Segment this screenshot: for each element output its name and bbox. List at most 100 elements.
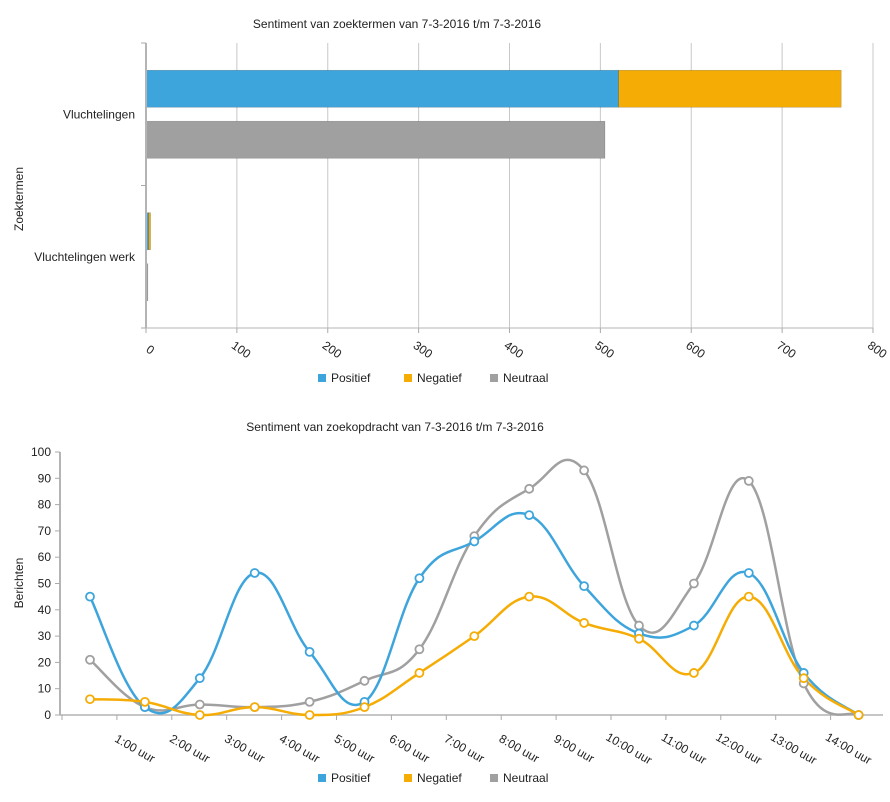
chart1-legend[interactable]: Positief Negatief Neutraal — [318, 371, 548, 385]
chart1-legend-label-negatief: Negatief — [417, 371, 462, 385]
chart2-line-positief — [88, 512, 860, 717]
chart1-legend-label-positief: Positief — [331, 371, 371, 385]
chart2-point-neutraal — [304, 696, 315, 707]
chart2-point-negatief — [853, 710, 864, 720]
chart2-y-tick-labels: 0 10 20 30 40 50 60 70 80 90 100 — [31, 445, 51, 722]
chart1-x-tick-labels: 0 100 200 300 400 500 600 700 800 — [144, 338, 890, 361]
chart2-x-tick-label: 11:00 uur — [659, 730, 709, 767]
chart1-x-tick-label-500: 500 — [592, 338, 617, 361]
chart2-point-negatief — [194, 710, 205, 720]
chart2-line-neutraal — [89, 458, 860, 717]
chart2-point-negatief — [85, 694, 95, 705]
chart2-x-tick-labels: 1:00 uur 2:00 uur 3:00 uur 4:00 uur 5:00 uur… — [112, 730, 874, 767]
chart2-x-tick-label: 1:00 uur — [112, 731, 157, 765]
chart2-x-tick-label: 13:00 uur — [768, 730, 819, 767]
chart2-lines — [88, 458, 860, 717]
chart1-title: Sentiment van zoektermen van 7-3-2016 t/… — [253, 17, 541, 31]
chart2-point-negatief — [579, 618, 589, 628]
chart1-bar-positief — [145, 69, 619, 108]
chart2-y-tick-label-30: 30 — [38, 629, 52, 643]
chart2-point-positief — [689, 620, 699, 631]
chart2-y-axis-label: Berichten — [12, 558, 26, 609]
chart1-x-tick-label-300: 300 — [411, 338, 436, 361]
chart2-point-positief — [579, 581, 589, 592]
chart2-line-negatief — [89, 595, 860, 717]
chart1-x-tick-label-0: 0 — [144, 342, 158, 357]
chart1-x-tick-label-100: 100 — [229, 338, 254, 361]
chart2-x-tick-label: 4:00 uur — [277, 731, 322, 765]
chart2-y-tick-label-10: 10 — [38, 682, 52, 696]
chart2-legend-swatch-neutraal — [490, 774, 498, 782]
chart2-x-tick-label: 7:00 uur — [442, 731, 487, 765]
chart2-point-positief — [304, 646, 315, 657]
chart2-point-negatief — [469, 631, 480, 642]
chart2-point-negatief — [524, 591, 535, 602]
chart1-legend-label-neutraal: Neutraal — [503, 371, 548, 385]
chart1-bar-negatief — [618, 69, 842, 108]
chart2-point-neutraal — [743, 476, 754, 486]
chart2-point-positief — [524, 510, 535, 521]
chart2-point-negatief — [689, 668, 699, 678]
chart1-x-tick-label-200: 200 — [320, 338, 345, 361]
chart2-point-neutraal — [689, 578, 699, 589]
chart2-point-neutraal — [85, 654, 95, 665]
chart2-x-tick-label: 9:00 uur — [552, 731, 597, 765]
chart2-point-negatief — [249, 702, 260, 713]
chart1-legend-swatch-negatief — [404, 374, 412, 382]
chart2-y-tick-label-90: 90 — [38, 471, 52, 485]
chart2-y-tick-label-20: 20 — [38, 655, 52, 669]
chart2-y-tick-label-0: 0 — [44, 708, 51, 722]
chart1-x-tick-label-600: 600 — [683, 338, 708, 361]
chart1-x-tick-label-400: 400 — [502, 338, 527, 361]
chart2-point-positief — [249, 568, 260, 578]
chart2-x-tick-label: 8:00 uur — [497, 731, 542, 765]
chart2-legend-label-neutraal: Neutraal — [503, 771, 548, 785]
chart2-y-tick-label-60: 60 — [38, 550, 52, 564]
chart1-bar-negatief — [148, 212, 151, 251]
chart2-x-tick-label: 10:00 uur — [604, 730, 655, 767]
chart2-point-positief — [194, 673, 205, 684]
chart2-point-neutraal — [359, 675, 370, 686]
chart1-bars — [145, 69, 842, 302]
chart2-point-positief — [85, 591, 95, 602]
chart2-axes — [55, 451, 883, 720]
chart2-y-tick-label-100: 100 — [31, 445, 51, 459]
chart1-x-tick-label-700: 700 — [774, 338, 799, 361]
chart1-category-label: Vluchtelingen werk — [34, 250, 136, 264]
chart2-point-negatief — [304, 710, 315, 720]
chart2-point-positief — [743, 568, 754, 578]
chart2-point-negatief — [743, 591, 754, 602]
chart2-y-tick-label-40: 40 — [38, 603, 52, 617]
chart2-point-negatief — [798, 673, 809, 684]
chart2-x-tick-label: 6:00 uur — [387, 731, 432, 765]
chart2-point-negatief — [414, 668, 425, 678]
chart2-x-tick-label: 3:00 uur — [222, 731, 267, 765]
chart1-legend-swatch-neutraal — [490, 374, 498, 382]
chart1-legend-swatch-positief — [318, 374, 326, 382]
chart2-points — [85, 465, 864, 720]
chart2-title: Sentiment van zoekopdracht van 7-3-2016 … — [246, 420, 544, 434]
chart2-x-tick-label: 12:00 uur — [713, 730, 764, 767]
chart2-point-positief — [414, 573, 425, 584]
chart2-x-tick-label: 14:00 uur — [823, 730, 874, 767]
chart2-point-positief — [469, 536, 480, 547]
chart2-point-neutraal — [579, 465, 589, 476]
chart1-category-label: Vluchtelingen — [63, 107, 135, 121]
chart2-legend-label-positief: Positief — [331, 771, 371, 785]
chart2-point-neutraal — [414, 644, 425, 655]
chart2-point-neutraal — [524, 483, 535, 494]
chart2-point-neutraal — [194, 699, 205, 710]
chart2-y-tick-label-50: 50 — [38, 577, 52, 591]
chart1-x-tick-label-800: 800 — [865, 338, 890, 361]
chart2-point-negatief — [139, 696, 150, 707]
chart2-y-tick-label-70: 70 — [38, 524, 52, 538]
chart1-category-labels: Vluchtelingen Vluchtelingen werk — [34, 107, 136, 264]
chart2-x-tick-label: 5:00 uur — [332, 731, 377, 765]
chart2-point-negatief — [634, 633, 644, 644]
chart2-point-negatief — [359, 702, 370, 713]
chart2-legend[interactable]: Positief Negatief Neutraal — [318, 771, 548, 785]
chart2-legend-label-negatief: Negatief — [417, 771, 462, 785]
sentiment-zoekopdracht-chart: Sentiment van zoekopdracht van 7-3-2016 … — [12, 420, 883, 785]
chart1-bar-neutraal — [145, 120, 606, 159]
chart1-y-axis-label: Zoektermen — [12, 167, 26, 231]
